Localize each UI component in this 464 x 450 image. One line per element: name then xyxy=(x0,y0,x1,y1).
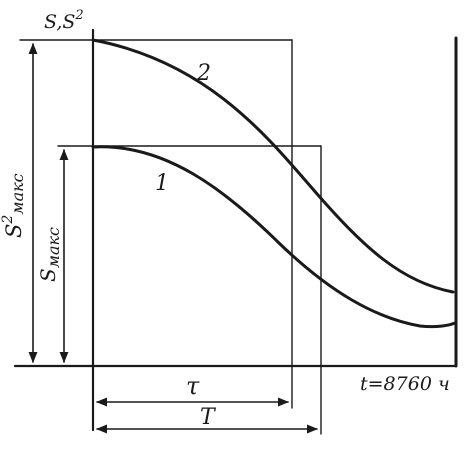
tau-label: τ xyxy=(186,372,200,400)
curve-2 xyxy=(91,38,455,294)
y-axis-label: S,S2 xyxy=(44,8,84,33)
x-axis-label: t=8760 ч xyxy=(360,373,450,395)
T-label: T xyxy=(200,405,217,430)
curve-2-label: 2 xyxy=(196,61,211,86)
s2-max-label: S2макс xyxy=(0,173,27,238)
curve-1-label: 1 xyxy=(155,171,169,196)
curve-1 xyxy=(91,145,457,329)
s-max-label: Sмакс xyxy=(36,227,63,282)
